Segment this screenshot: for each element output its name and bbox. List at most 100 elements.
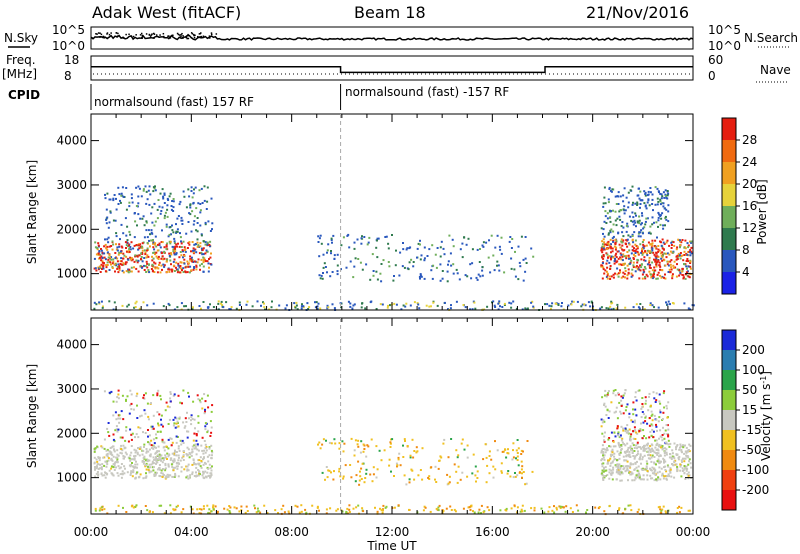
echo-cell [210,469,213,472]
echo-cell [202,265,205,268]
echo-cell [158,264,160,266]
echo-cell [629,446,632,449]
echo-cell [513,504,516,507]
velocity-colorbar-label-end: ] [759,371,773,376]
noise-point [208,35,211,37]
echo-cell [636,250,639,253]
echo-cell [124,241,127,244]
echo-cell [357,445,360,448]
echo-cell [121,269,124,272]
echo-cell [137,270,140,273]
echo-cell [455,268,458,271]
echo-cell [654,446,657,449]
echo-cell [624,389,627,391]
echo-cell [638,231,641,234]
echo-cell [644,267,647,270]
echo-cell [419,273,422,276]
echo-cell [622,239,625,242]
echo-cell [158,464,161,466]
echo-cell [325,466,328,468]
echo-cell [498,269,501,272]
echo-cell [165,271,168,273]
echo-cell [115,428,118,431]
echo-cell [105,266,108,269]
echo-cell [135,472,138,475]
echo-cell [175,465,178,468]
echo-cell [177,445,180,448]
echo-cell [156,257,159,259]
echo-cell [601,247,603,250]
echo-cell [97,252,100,255]
echo-cell [178,462,181,465]
echo-cell [100,259,103,262]
echo-cell [655,251,658,254]
echo-cell [99,507,102,510]
echo-cell [139,245,142,248]
echo-cell [118,266,121,269]
echo-cell [661,508,664,511]
echo-cell [648,436,651,439]
echo-cell [196,245,199,248]
echo-cell [687,265,690,268]
echo-cell [180,246,183,248]
echo-cell [532,305,535,308]
echo-cell [600,425,603,428]
echo-cell [123,472,126,475]
echo-cell [304,508,307,511]
noise-point [185,36,188,39]
echo-cell [130,393,133,396]
echo-cell [153,248,156,251]
echo-cell [416,247,419,250]
echo-cell [657,200,660,203]
echo-cell [418,307,421,310]
echo-cell [639,429,642,432]
echo-cell [435,481,438,483]
echo-cell [118,245,121,248]
echo-cell [602,254,605,256]
echo-cell [108,391,111,394]
colorbar-tick-label: 20 [742,177,757,191]
echo-cell [446,280,449,283]
echo-cell [166,208,169,211]
echo-cell [130,505,133,508]
echo-cell [659,223,662,226]
echo-cell [189,474,192,477]
echo-cell [116,265,119,268]
echo-cell [134,302,137,305]
echo-cell [658,261,661,264]
echo-cell [187,188,190,191]
echo-cell [333,257,336,260]
echo-cell [316,307,319,310]
echo-cell [172,264,175,267]
echo-cell [123,254,126,257]
echo-cell [129,465,132,468]
echo-cell [210,431,213,434]
echo-cell [636,432,639,435]
echo-cell [352,304,355,307]
echo-cell [174,426,177,429]
echo-cell [632,463,635,466]
echo-cell [551,509,554,512]
echo-cell [157,445,160,448]
echo-cell [687,477,690,480]
echo-cell [201,253,204,256]
echo-cell [244,511,247,514]
echo-cell [164,409,167,412]
echo-cell [419,239,421,242]
echo-cell [143,397,146,400]
echo-cell [326,271,328,274]
echo-cell [501,306,504,308]
echo-cell [571,511,574,513]
echo-cell [128,457,131,460]
echo-cell [181,269,183,272]
echo-cell [175,435,178,438]
echo-cell [160,251,163,254]
echo-cell [622,262,625,265]
noise-point [153,37,156,39]
echo-cell [202,270,205,273]
echo-cell [97,242,100,245]
echo-cell [120,463,123,465]
echo-cell [162,258,165,261]
echo-cell [171,441,174,444]
echo-cell [635,474,638,477]
